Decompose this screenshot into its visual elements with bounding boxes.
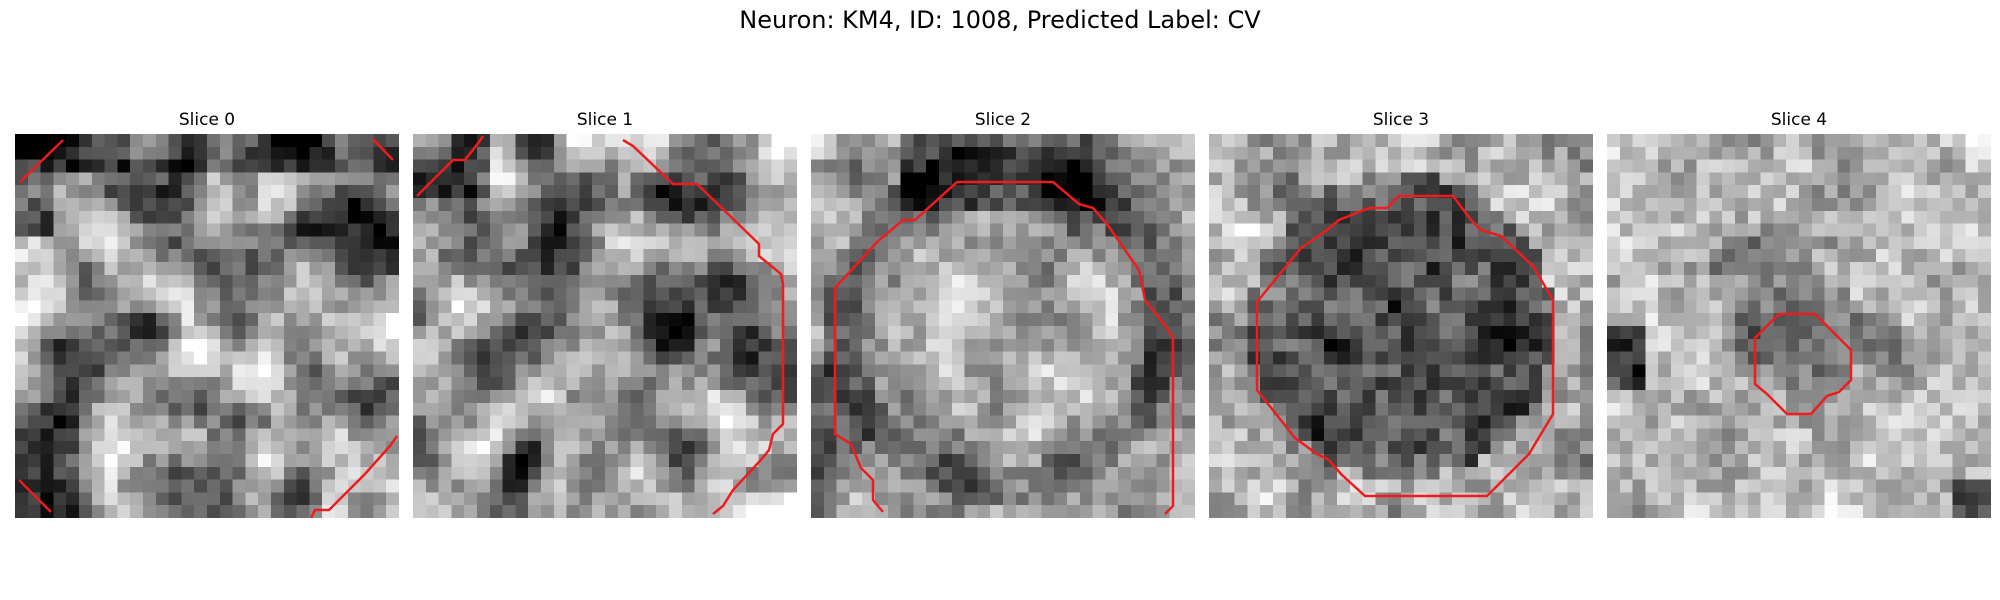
contour-line — [833, 180, 1175, 515]
slice-image — [15, 134, 399, 518]
contour-line — [622, 138, 785, 515]
slice-title: Slice 1 — [576, 110, 634, 130]
slice-panel-2: Slice 2 — [811, 109, 1195, 518]
contour-overlay — [1753, 312, 1853, 416]
slice-title: Slice 4 — [1770, 110, 1828, 130]
slice-image — [413, 134, 797, 518]
slice-panel-0: Slice 0 — [15, 109, 399, 518]
contour-overlay — [416, 135, 785, 515]
contour-line — [309, 435, 399, 518]
figure-title: Neuron: KM4, ID: 1008, Predicted Label: … — [739, 6, 1261, 34]
slice-title: Slice 2 — [974, 110, 1032, 130]
contour-line — [1255, 194, 1555, 498]
contour-overlay — [833, 180, 1175, 515]
slice-image — [811, 134, 1195, 518]
slice-title: Slice 3 — [1372, 110, 1430, 130]
contour-line — [372, 138, 394, 161]
contour-overlay — [1255, 194, 1555, 498]
contour-line — [1753, 312, 1853, 416]
slice-panel-4: Slice 4 — [1607, 109, 1991, 518]
contour-line — [416, 135, 485, 197]
contour-line — [19, 139, 64, 183]
contour-overlay — [18, 138, 399, 518]
slice-panel-3: Slice 3 — [1209, 109, 1593, 518]
slice-title: Slice 0 — [178, 110, 236, 130]
slice-image — [1607, 134, 1991, 518]
contour-line — [18, 479, 52, 513]
slice-panel-1: Slice 1 — [413, 109, 797, 518]
